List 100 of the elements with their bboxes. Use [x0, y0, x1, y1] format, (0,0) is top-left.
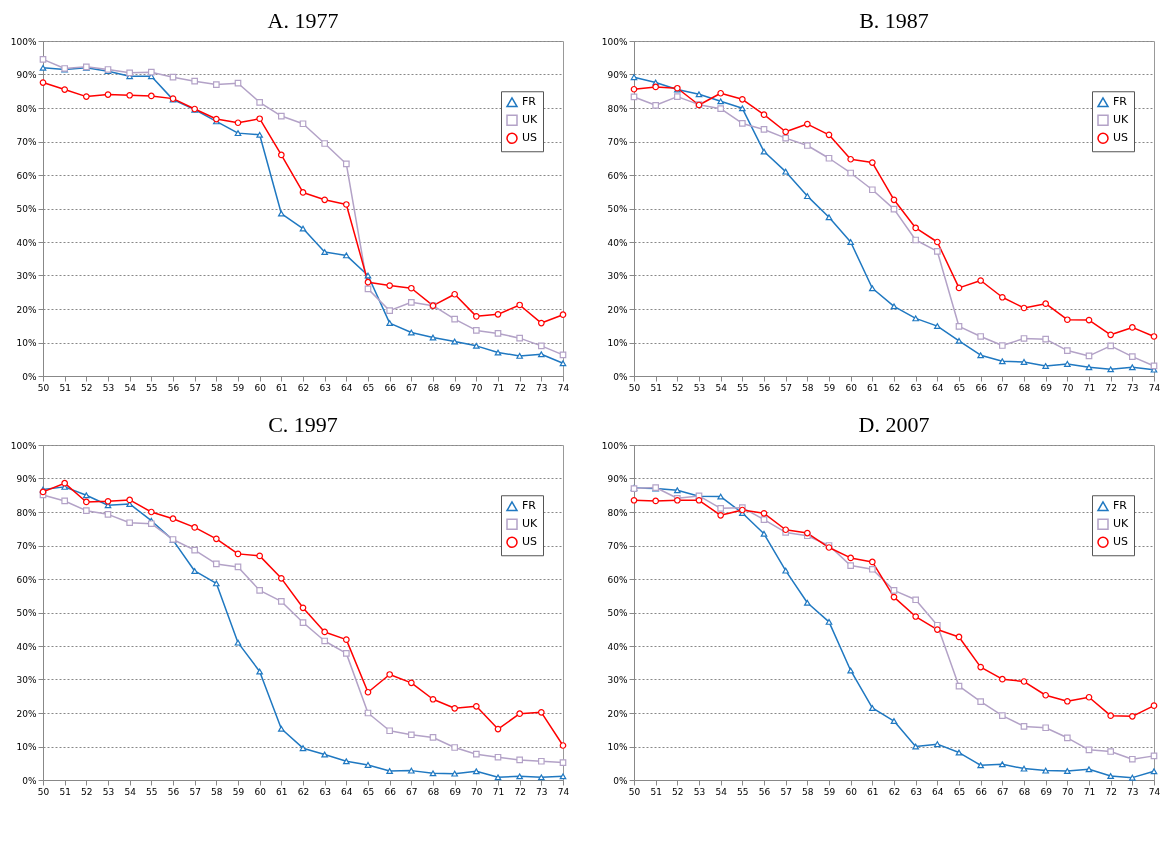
x-tick-label: 67	[997, 786, 1009, 797]
x-tick-label: 70	[471, 382, 483, 393]
x-tick-label: 65	[362, 382, 375, 393]
x-tick-label: 64	[341, 786, 353, 797]
x-tick-label: 70	[1062, 382, 1074, 393]
y-tick-label: 50%	[16, 608, 37, 618]
y-tick-label: 30%	[16, 675, 37, 685]
y-tick-label: 60%	[16, 574, 37, 585]
y-tick-label: 100%	[601, 440, 628, 451]
x-tick-label: 67	[406, 786, 418, 797]
x-tick-label: 57	[780, 382, 792, 393]
y-tick-label: 10%	[607, 742, 628, 752]
x-tick-label: 67	[997, 382, 1009, 393]
x-tick-label: 57	[189, 382, 201, 393]
x-tick-label: 63	[319, 786, 331, 797]
y-tick-label: 100%	[10, 36, 37, 47]
y-tick-label: 80%	[16, 103, 37, 114]
x-tick-label: 61	[867, 786, 879, 797]
x-tick-label: 51	[650, 786, 662, 797]
x-tick-label: 63	[910, 382, 922, 393]
y-tick-label: 30%	[16, 271, 37, 281]
y-tick-label: 50%	[16, 204, 37, 214]
x-tick-label: 55	[146, 786, 158, 797]
y-tick-label: 60%	[607, 574, 628, 585]
y-tick-label: 20%	[607, 708, 628, 719]
x-tick-label: 70	[1062, 786, 1074, 797]
y-tick-label: 80%	[16, 507, 37, 518]
x-tick-label: 51	[59, 382, 71, 393]
legend-label: US	[522, 131, 538, 145]
x-tick-label: 65	[953, 786, 966, 797]
x-tick-label: 62	[888, 382, 901, 393]
x-tick-label: 71	[492, 382, 505, 393]
y-tick-label: 80%	[607, 507, 628, 518]
y-tick-label: 0%	[613, 371, 628, 382]
x-tick-label: 54	[715, 382, 728, 393]
y-tick-label: 0%	[22, 371, 37, 382]
y-tick-label: 100%	[601, 36, 628, 47]
x-tick-label: 54	[124, 382, 137, 393]
x-tick-label: 57	[780, 786, 792, 797]
x-tick-label: 73	[536, 382, 548, 393]
x-tick-label: 51	[59, 786, 71, 797]
x-tick-label: 72	[514, 382, 526, 393]
x-tick-label: 54	[715, 786, 728, 797]
x-tick-label: 59	[823, 786, 836, 797]
y-tick-label: 10%	[607, 338, 628, 348]
x-tick-label: 53	[102, 786, 115, 797]
legend-label: FR	[522, 499, 537, 513]
x-tick-label: 62	[888, 786, 901, 797]
x-tick-label: 58	[211, 786, 223, 797]
y-tick-label: 30%	[607, 675, 628, 685]
chart-title: B. 1987	[859, 8, 929, 33]
x-tick-label: 74	[1148, 382, 1161, 393]
y-tick-label: 10%	[16, 742, 37, 752]
x-tick-label: 71	[492, 786, 505, 797]
x-tick-label: 74	[557, 786, 570, 797]
x-tick-label: 53	[102, 382, 115, 393]
x-tick-label: 52	[672, 382, 684, 393]
x-tick-label: 69	[449, 786, 462, 797]
x-tick-label: 59	[823, 382, 836, 393]
x-tick-label: 62	[297, 786, 310, 797]
x-tick-label: 72	[1105, 382, 1117, 393]
x-tick-label: 55	[737, 382, 749, 393]
x-tick-label: 58	[211, 382, 223, 393]
x-tick-label: 67	[406, 382, 418, 393]
x-tick-label: 63	[319, 382, 331, 393]
x-tick-label: 55	[737, 786, 749, 797]
y-tick-label: 0%	[613, 775, 628, 786]
chart-title: A. 1977	[267, 8, 339, 33]
x-tick-label: 66	[975, 382, 988, 393]
x-tick-label: 71	[1083, 382, 1096, 393]
x-tick-label: 68	[1018, 786, 1031, 797]
x-tick-label: 50	[37, 382, 50, 393]
x-tick-label: 66	[975, 786, 988, 797]
x-tick-label: 74	[1148, 786, 1161, 797]
y-tick-label: 70%	[607, 137, 628, 147]
x-tick-label: 60	[254, 382, 267, 393]
x-tick-label: 55	[146, 382, 158, 393]
x-tick-label: 61	[276, 382, 288, 393]
x-tick-label: 56	[758, 786, 771, 797]
x-tick-label: 70	[471, 786, 483, 797]
x-tick-label: 73	[1127, 786, 1139, 797]
y-tick-label: 70%	[607, 541, 628, 551]
y-tick-label: 60%	[16, 170, 37, 181]
x-tick-label: 63	[910, 786, 922, 797]
x-tick-label: 53	[693, 382, 706, 393]
legend-label: US	[1113, 131, 1129, 145]
x-tick-label: 52	[81, 786, 93, 797]
y-tick-label: 70%	[16, 137, 37, 147]
x-tick-label: 61	[867, 382, 879, 393]
x-tick-label: 60	[845, 382, 858, 393]
x-tick-label: 60	[845, 786, 858, 797]
x-tick-label: 65	[362, 786, 375, 797]
y-tick-label: 100%	[10, 440, 37, 451]
y-tick-label: 10%	[16, 338, 37, 348]
y-tick-label: 20%	[607, 304, 628, 315]
legend-label: US	[1113, 535, 1129, 549]
x-tick-label: 59	[232, 786, 245, 797]
legend-label: US	[522, 535, 538, 549]
x-tick-label: 59	[232, 382, 245, 393]
x-tick-label: 61	[276, 786, 288, 797]
